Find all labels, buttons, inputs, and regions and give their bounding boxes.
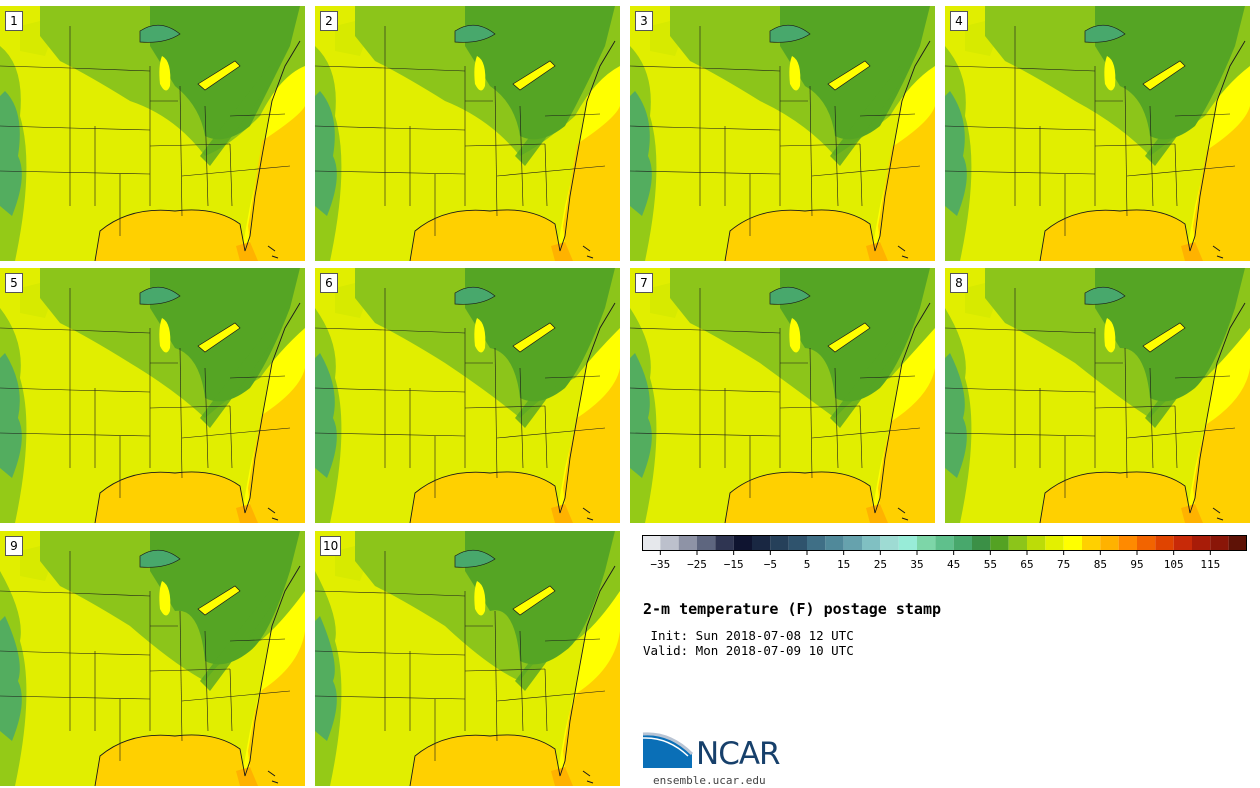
colorbar-tick-label: 75 xyxy=(1057,558,1070,571)
colorbar-bin xyxy=(1155,535,1174,551)
colorbar-bin xyxy=(972,535,991,551)
member-panel-1: 1 xyxy=(0,6,305,261)
colorbar-bin xyxy=(678,535,697,551)
colorbar-bin xyxy=(788,535,807,551)
colorbar-bin xyxy=(1192,535,1211,551)
member-panel-3: 3 xyxy=(630,6,935,261)
member-number: 3 xyxy=(635,11,653,31)
colorbar-frame xyxy=(642,535,1247,551)
colorbar-bin xyxy=(660,535,679,551)
colorbar-bin xyxy=(1063,535,1082,551)
colorbar-tick-label: 55 xyxy=(984,558,997,571)
colorbar-bin xyxy=(825,535,844,551)
colorbar-tick-label: −25 xyxy=(687,558,707,571)
colorbar-tick-label: 85 xyxy=(1094,558,1107,571)
member-number: 5 xyxy=(5,273,23,293)
colorbar-tick-label: 65 xyxy=(1020,558,1033,571)
colorbar-bin xyxy=(843,535,862,551)
colorbar-bin xyxy=(1137,535,1156,551)
member-panel-4: 4 xyxy=(945,6,1250,261)
member-panel-2: 2 xyxy=(315,6,620,261)
ncar-logo xyxy=(642,732,694,768)
colorbar-bin xyxy=(1082,535,1101,551)
temperature-map xyxy=(630,6,935,261)
colorbar-bin xyxy=(1173,535,1192,551)
member-panel-5: 5 xyxy=(0,268,305,523)
colorbar-bin xyxy=(1100,535,1119,551)
temperature-colorbar: −35 −25 −15 −5 5 15 25 35 45 55 65 75 85 95 105 115 xyxy=(642,535,1247,571)
colorbar-bin xyxy=(1045,535,1064,551)
member-number: 10 xyxy=(320,536,342,556)
colorbar-bin xyxy=(715,535,734,551)
temperature-map xyxy=(0,531,305,786)
colorbar-bin xyxy=(1008,535,1027,551)
colorbar-bin xyxy=(642,535,661,551)
colorbar-bin xyxy=(770,535,789,551)
member-number: 9 xyxy=(5,536,23,556)
ncar-url: ensemble.ucar.edu xyxy=(653,774,766,787)
colorbar-bin xyxy=(990,535,1009,551)
colorbar-tick-label: −15 xyxy=(724,558,744,571)
member-number: 4 xyxy=(950,11,968,31)
colorbar-bin xyxy=(898,535,917,551)
colorbar-bin xyxy=(1027,535,1046,551)
colorbar-tick-label: 95 xyxy=(1130,558,1143,571)
member-number: 7 xyxy=(635,273,653,293)
member-number: 6 xyxy=(320,273,338,293)
member-number: 2 xyxy=(320,11,338,31)
figure-title: 2-m temperature (F) postage stamp xyxy=(643,600,942,618)
temperature-map xyxy=(945,268,1250,523)
colorbar-bin xyxy=(1118,535,1137,551)
colorbar-tick-label: 115 xyxy=(1200,558,1220,571)
temperature-map xyxy=(0,6,305,261)
colorbar-tick-label: 5 xyxy=(804,558,811,571)
temperature-map xyxy=(315,268,620,523)
temperature-map xyxy=(315,531,620,786)
colorbar-tick-label: −5 xyxy=(764,558,777,571)
colorbar-bin xyxy=(733,535,752,551)
colorbar-tick-label: 105 xyxy=(1164,558,1184,571)
colorbar-bin xyxy=(935,535,954,551)
colorbar-tick-label: −35 xyxy=(650,558,670,571)
temperature-map xyxy=(945,6,1250,261)
colorbar-tick-label: 15 xyxy=(837,558,850,571)
colorbar-bin xyxy=(917,535,936,551)
colorbar-bin xyxy=(1228,535,1247,551)
member-panel-6: 6 xyxy=(315,268,620,523)
colorbar-bin xyxy=(697,535,716,551)
member-panel-9: 9 xyxy=(0,531,305,786)
temperature-map xyxy=(630,268,935,523)
temperature-map xyxy=(0,268,305,523)
member-number: 8 xyxy=(950,273,968,293)
ncar-wordmark: NCAR xyxy=(696,736,781,772)
colorbar-bin xyxy=(953,535,972,551)
member-number: 1 xyxy=(5,11,23,31)
colorbar-bin xyxy=(1210,535,1229,551)
colorbar-bin xyxy=(862,535,881,551)
colorbar-tick-label: 45 xyxy=(947,558,960,571)
colorbar-tick-label: 25 xyxy=(874,558,887,571)
colorbar-bin xyxy=(752,535,771,551)
valid-time: Valid: Mon 2018-07-09 10 UTC xyxy=(643,643,854,658)
temperature-map xyxy=(315,6,620,261)
member-panel-7: 7 xyxy=(630,268,935,523)
colorbar-bin xyxy=(807,535,826,551)
member-panel-10: 10 xyxy=(315,531,620,786)
member-panel-8: 8 xyxy=(945,268,1250,523)
colorbar-bin xyxy=(880,535,899,551)
init-time: Init: Sun 2018-07-08 12 UTC xyxy=(643,628,854,643)
colorbar-tick-label: 35 xyxy=(910,558,923,571)
